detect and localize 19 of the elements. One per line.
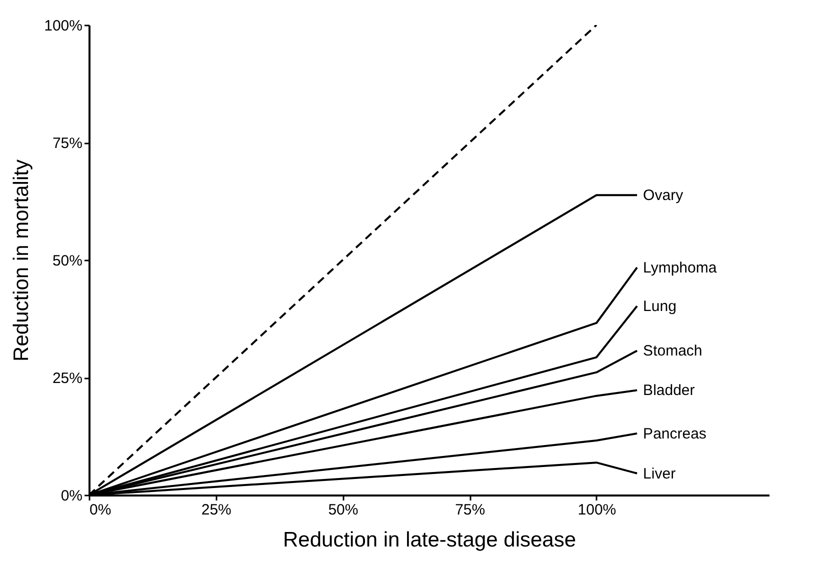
x-tick-label: 25% bbox=[201, 502, 232, 518]
y-tick-label: 100% bbox=[44, 18, 82, 34]
series-label: Liver bbox=[643, 465, 676, 482]
series-label: Lung bbox=[643, 298, 676, 316]
series-label: Ovary bbox=[643, 187, 684, 204]
x-tick-label: 0% bbox=[90, 502, 112, 518]
x-axis-title: Reduction in late-stage disease bbox=[282, 528, 576, 552]
y-tick-label: 75% bbox=[52, 135, 82, 152]
series-label: Pancreas bbox=[643, 425, 706, 442]
series-label: Stomach bbox=[643, 342, 702, 360]
y-tick-label: 0% bbox=[60, 488, 82, 504]
x-tick-label: 75% bbox=[455, 502, 486, 518]
y-tick-label: 25% bbox=[52, 370, 82, 387]
x-tick-label: 50% bbox=[328, 502, 358, 518]
series-label: Bladder bbox=[643, 382, 695, 400]
y-axis-title: Reduction in mortality bbox=[10, 159, 34, 362]
x-tick-label: 100% bbox=[578, 502, 616, 518]
series-label: Lymphoma bbox=[643, 260, 718, 277]
y-tick-label: 50% bbox=[52, 252, 82, 270]
